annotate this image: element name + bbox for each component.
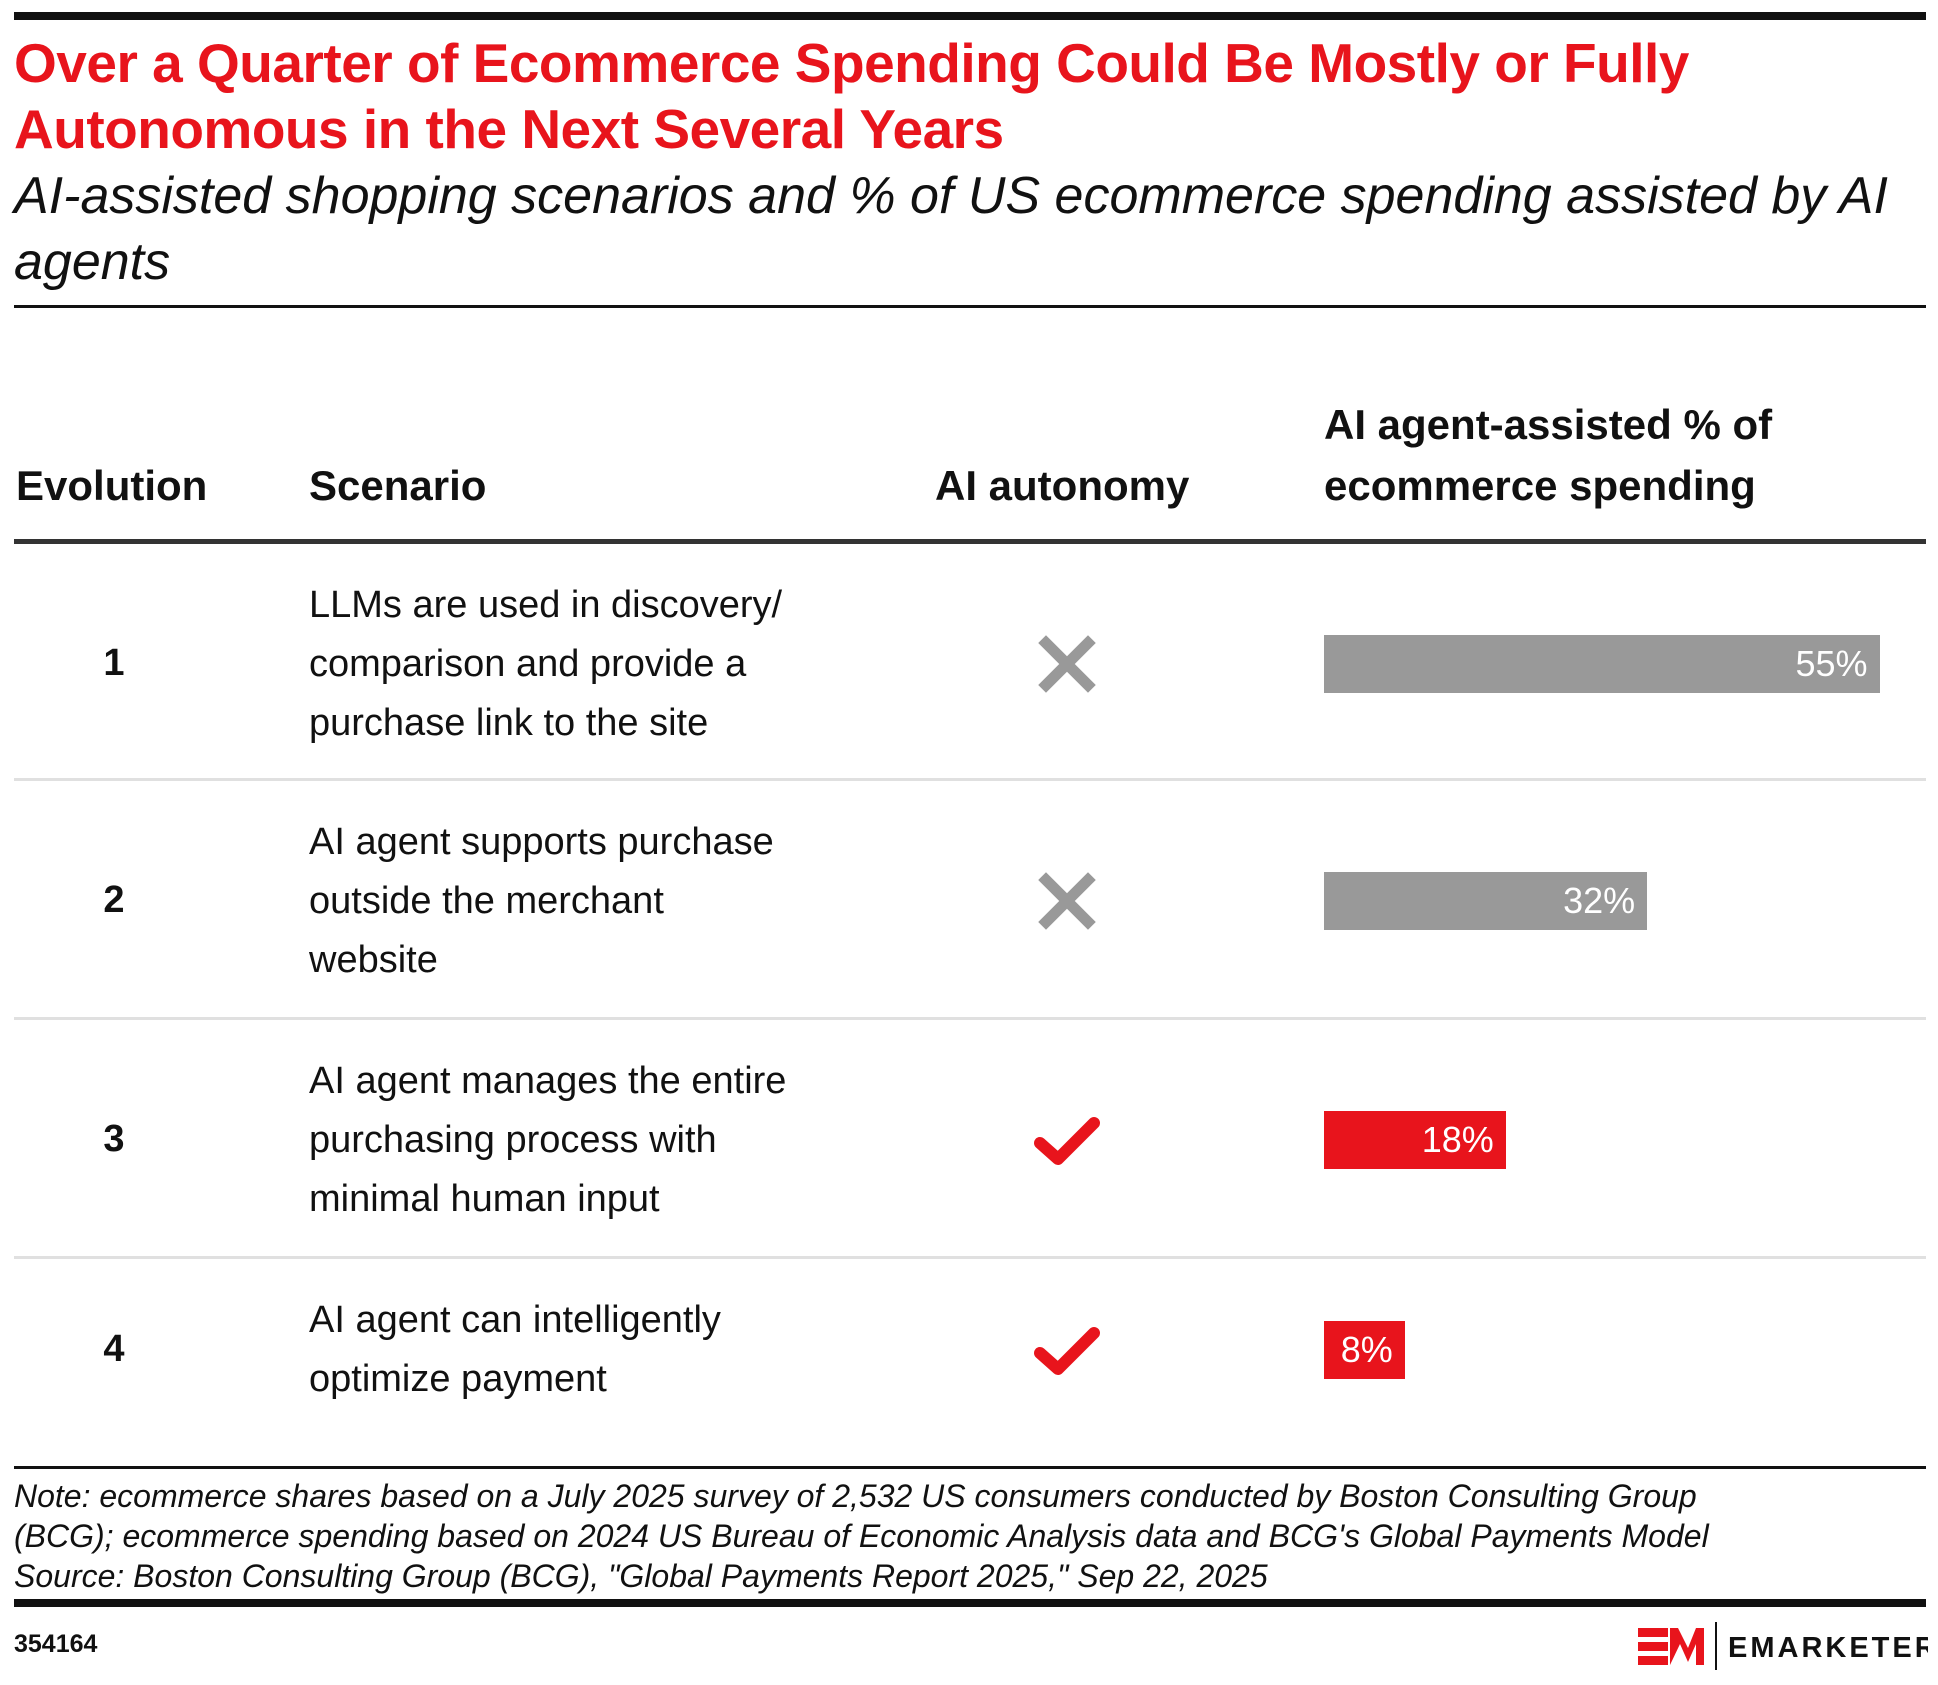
bar: 55%	[1324, 635, 1880, 693]
scenario-line: AI agent manages the entire	[309, 1059, 787, 1102]
header-ai-autonomy: AI autonomy	[935, 462, 1190, 509]
row-divider	[14, 1017, 1926, 1020]
check-icon	[1032, 1315, 1102, 1385]
brand-text: EMARKETER	[1728, 1632, 1928, 1664]
bottom-rule	[14, 1599, 1926, 1607]
scenario-line: purchase link to the site	[309, 701, 709, 744]
scenario-line: purchasing process with	[309, 1118, 717, 1161]
emarketer-logo: EMARKETER	[1638, 1622, 1936, 1670]
check-icon	[1032, 1105, 1102, 1175]
bar: 8%	[1324, 1321, 1405, 1379]
scenario-line: AI agent can intelligently	[309, 1299, 721, 1341]
scenario-line: minimal human input	[309, 1177, 660, 1220]
divider	[14, 1466, 1926, 1469]
scenario-line: outside the merchant	[309, 879, 664, 922]
header-share-line1: AI agent-assisted % of	[1324, 401, 1773, 448]
bar-label: 55%	[1795, 643, 1868, 684]
scenario-line: comparison and provide a	[309, 642, 747, 685]
header-share-line2: ecommerce spending	[1324, 462, 1756, 509]
evolution-number: 3	[103, 1118, 125, 1160]
scenario-line: website	[309, 938, 438, 981]
bar-label: 32%	[1563, 880, 1636, 921]
scenario-text: AI agent manages the entire purchasing pr…	[309, 1052, 929, 1229]
top-rule	[14, 12, 1926, 20]
row-divider	[14, 778, 1926, 781]
header-divider	[14, 539, 1926, 544]
row-divider	[14, 1256, 1926, 1259]
scenario-text: LLMs are used in discovery/comparison an…	[309, 576, 929, 753]
chart-subtitle: AI-assisted shopping scenarios and % of …	[14, 167, 1888, 291]
x-icon	[1032, 866, 1102, 936]
note-line: (BCG); ecommerce spending based on 2024 …	[14, 1518, 1709, 1554]
scenario-line: AI agent supports purchase	[309, 820, 774, 863]
bar: 32%	[1324, 872, 1648, 930]
header-scenario: Scenario	[309, 462, 487, 509]
divider	[14, 305, 1926, 308]
source-line: Source: Boston Consulting Group (BCG), "…	[14, 1558, 1268, 1594]
notes: Note: ecommerce shares based on a July 2…	[14, 1476, 1924, 1596]
header-evolution: Evolution	[16, 462, 208, 509]
bar-label: 8%	[1340, 1329, 1393, 1370]
chart-id: 354164	[14, 1630, 98, 1658]
scenario-line: optimize payment	[309, 1358, 607, 1400]
evolution-number: 4	[103, 1328, 125, 1370]
bar-label: 18%	[1421, 1119, 1494, 1160]
em-logo-icon: EMARKETER	[1638, 1622, 1936, 1670]
scenario-line: LLMs are used in discovery/	[309, 583, 783, 626]
evolution-number: 1	[103, 642, 125, 684]
bar: 18%	[1324, 1111, 1506, 1169]
x-icon	[1032, 629, 1102, 699]
note-line: Note: ecommerce shares based on a July 2…	[14, 1478, 1697, 1514]
scenario-text: AI agent can intelligently optimize payme…	[309, 1291, 929, 1409]
evolution-number: 2	[103, 879, 125, 921]
chart-title: Over a Quarter of Ecommerce Spending Cou…	[14, 32, 1689, 160]
scenario-text: AI agent supports purchase outside the me…	[309, 813, 929, 990]
